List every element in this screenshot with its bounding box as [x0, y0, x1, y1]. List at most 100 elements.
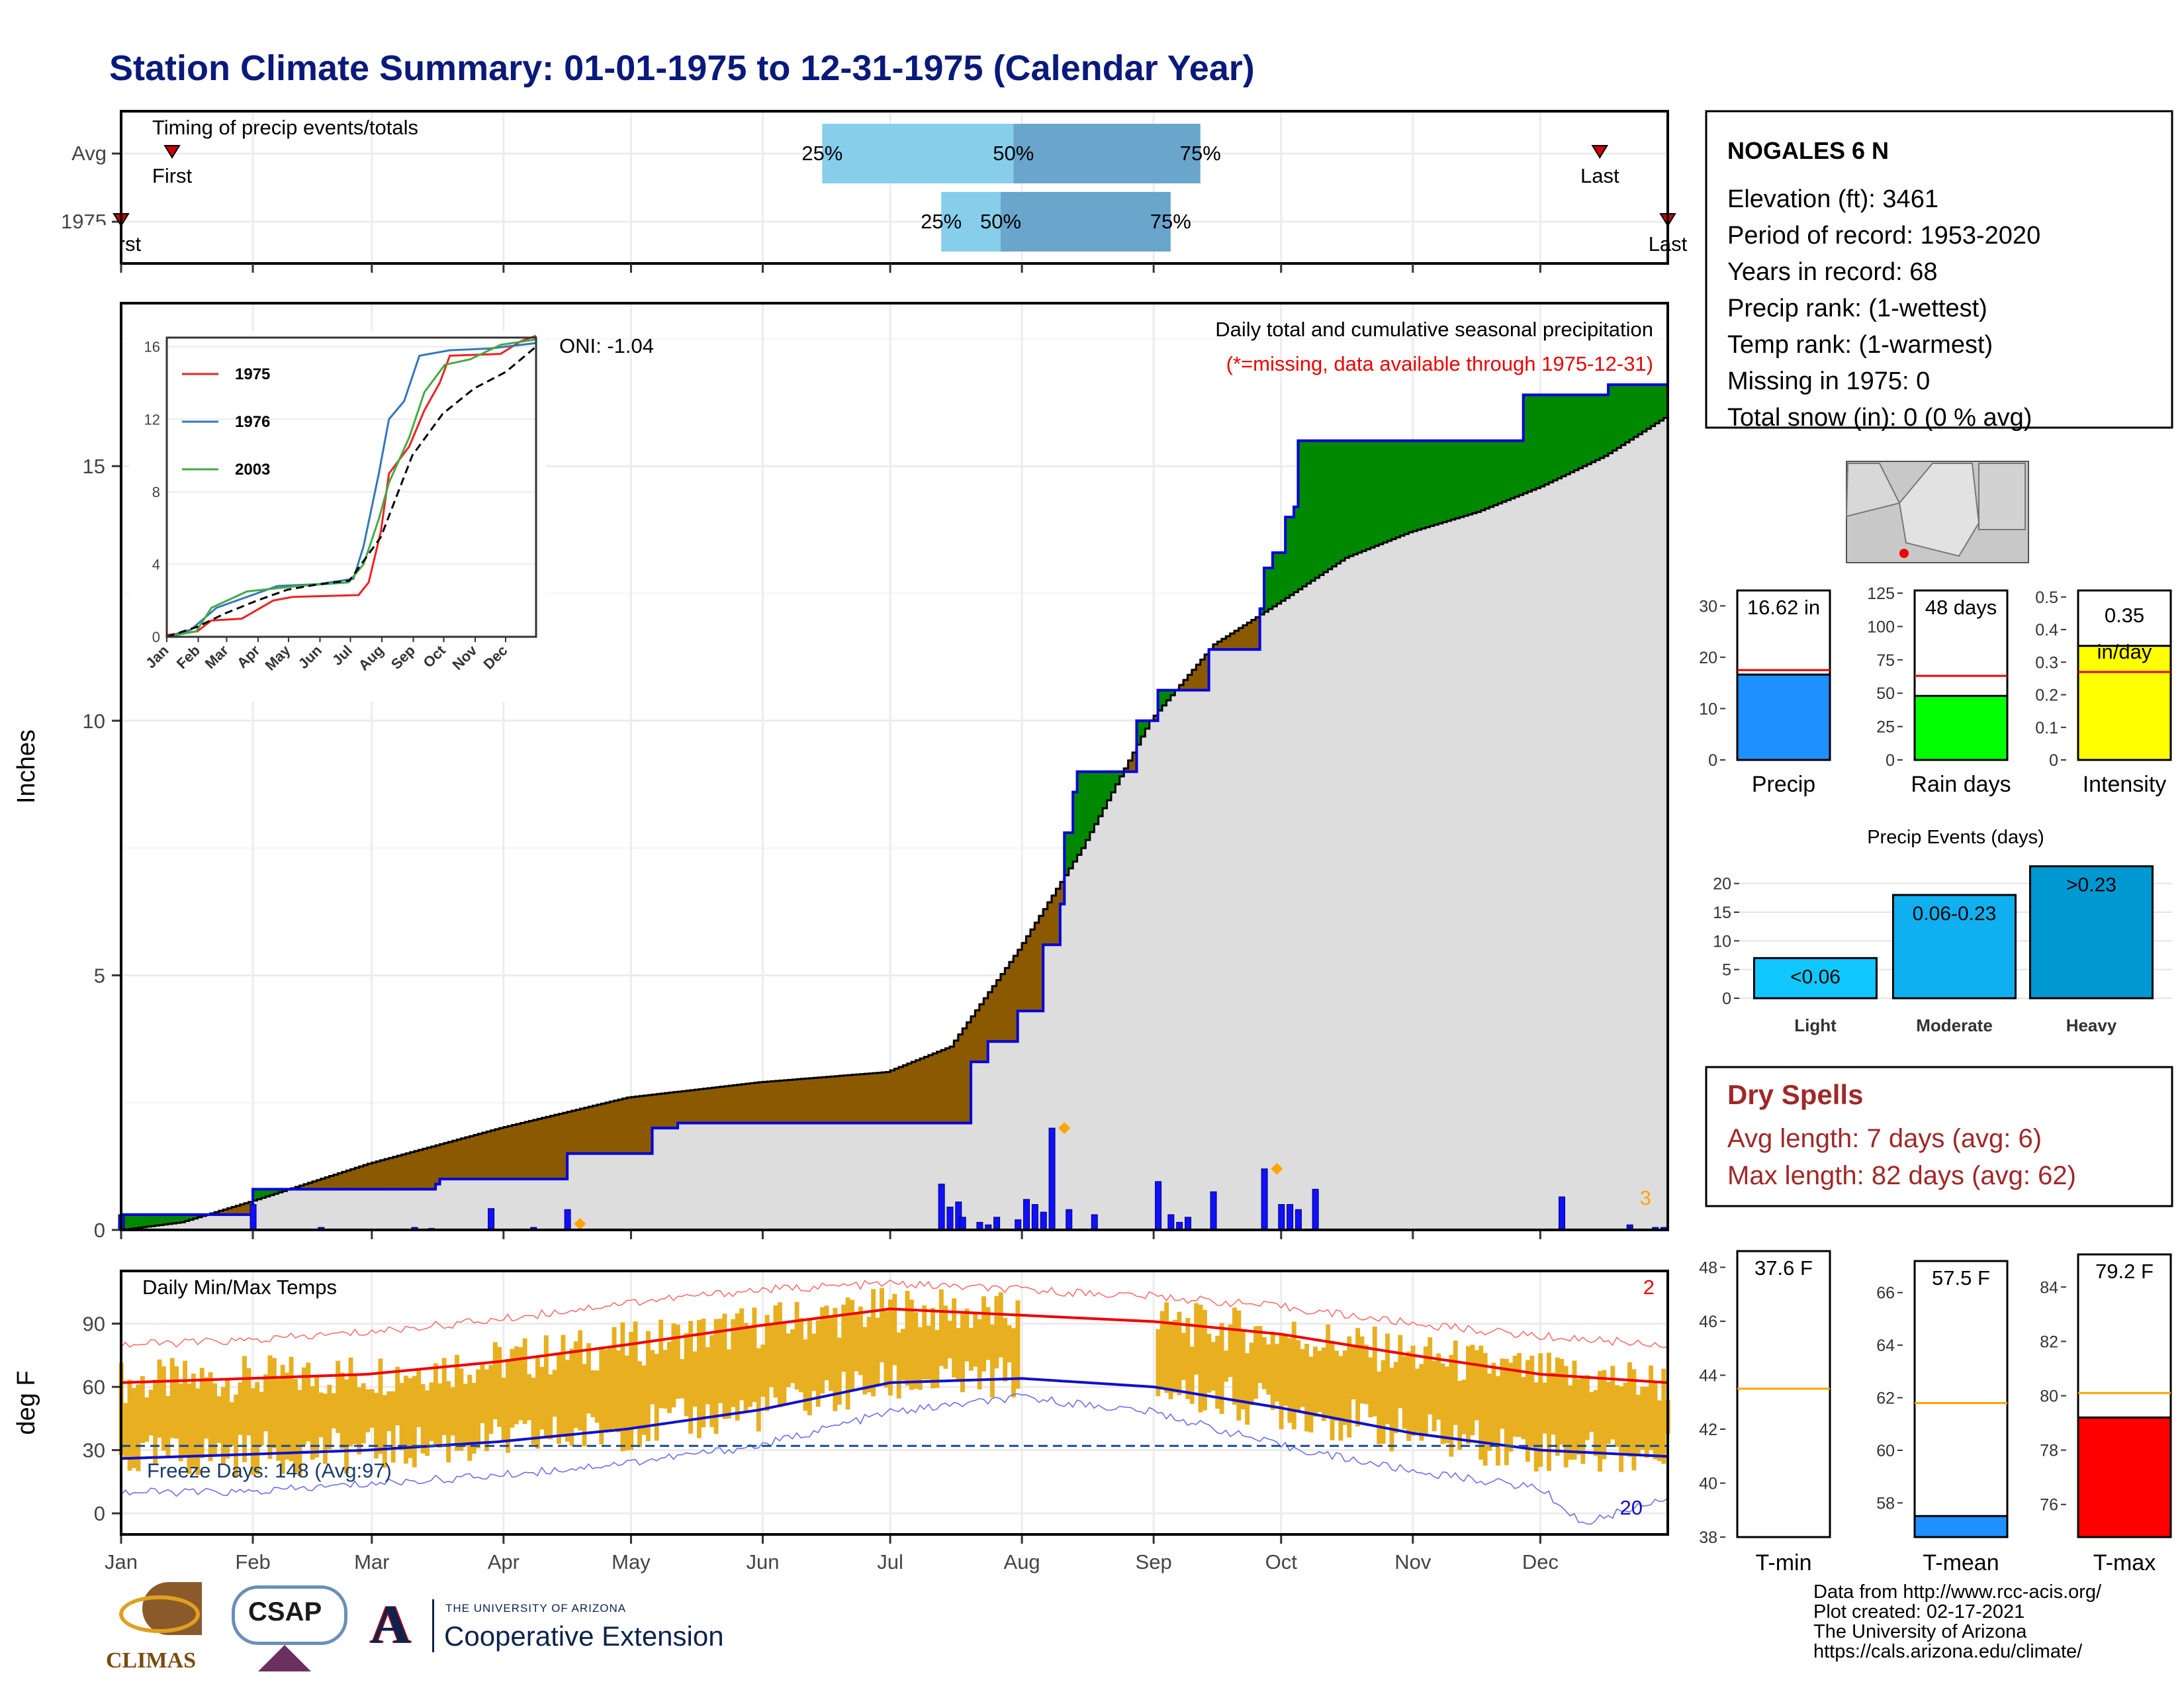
station-info-line: Missing in 1975: 0 — [1727, 367, 1930, 395]
daily-temp-bar — [127, 1380, 132, 1471]
daily-temp-bar — [255, 1382, 260, 1474]
timing-quartile-label: 25% — [921, 210, 962, 233]
surplus-segment — [1621, 385, 1626, 445]
deficit-segment — [941, 1050, 946, 1123]
deficit-segment — [550, 1115, 555, 1180]
daily-temp-bar — [557, 1354, 561, 1444]
month-label: Nov — [1394, 1550, 1432, 1573]
precip-events-ytick-label: 0 — [1722, 990, 1731, 1008]
daily-temp-bar — [680, 1359, 685, 1399]
daily-temp-bar — [599, 1348, 604, 1444]
timing-bar-q25-q50 — [941, 192, 1001, 252]
summary-temp-ytick-label: 60 — [1876, 1442, 1895, 1460]
deficit-segment — [380, 1160, 385, 1190]
daily-temp-bar — [1521, 1377, 1526, 1440]
deficit-segment — [597, 1104, 602, 1154]
summary-temp-ytick-label: 38 — [1699, 1528, 1717, 1547]
daily-temp-bar — [527, 1374, 532, 1421]
deficit-segment — [567, 1111, 572, 1154]
surplus-segment — [1468, 440, 1473, 515]
daily-temp-bar — [841, 1304, 846, 1372]
deficit-segment — [231, 1207, 236, 1215]
deficit-segment — [860, 1074, 866, 1123]
daily-temp-bar — [271, 1358, 277, 1448]
daily-temp-bar — [799, 1318, 803, 1393]
summary-precip-ytick-label: 10 — [1699, 700, 1717, 718]
daily-temp-bar — [603, 1349, 608, 1433]
daily-temp-bar — [675, 1325, 680, 1399]
surplus-segment — [1145, 720, 1150, 729]
daily-temp-bar — [518, 1347, 523, 1421]
deficit-segment — [316, 1180, 322, 1190]
daily-precip-bar — [1040, 1211, 1047, 1231]
daily-temp-bar — [476, 1369, 481, 1449]
deficit-segment — [499, 1128, 504, 1180]
daily-temp-bar — [336, 1360, 341, 1433]
daily-temp-bar — [169, 1358, 175, 1438]
daily-temp-bar — [348, 1357, 353, 1447]
credit-line: Data from http://www.rcc-acis.org/ — [1813, 1581, 2102, 1603]
daily-temp-bar — [395, 1366, 400, 1426]
daily-temp-bar — [459, 1368, 464, 1451]
daily-temp-bar — [1215, 1335, 1220, 1409]
inset-ytick-label: 12 — [144, 411, 160, 428]
daily-temp-bar — [1015, 1300, 1021, 1389]
deficit-segment — [494, 1129, 500, 1180]
daily-temp-bar — [250, 1388, 255, 1475]
summary-precip-bar — [1913, 694, 2009, 761]
surplus-segment — [1294, 506, 1299, 592]
surplus-segment — [1310, 440, 1316, 581]
deficit-segment — [945, 1048, 950, 1123]
daily-temp-bar — [1228, 1324, 1233, 1378]
deficit-segment — [924, 1056, 929, 1123]
daily-temp-bar — [365, 1389, 371, 1432]
daily-temp-bar — [938, 1289, 944, 1366]
timing-quartile-label: 75% — [1180, 142, 1221, 165]
main-chart-subtitle: (*=missing, data available through 1975-… — [1226, 352, 1653, 375]
daily-temp-bar — [1517, 1353, 1522, 1437]
daily-precip-bar — [1031, 1204, 1038, 1231]
daily-temp-bar — [1160, 1311, 1165, 1389]
deficit-segment — [983, 998, 989, 1062]
daily-temp-bar — [361, 1383, 366, 1444]
surplus-segment — [1510, 440, 1516, 498]
daily-precip-bar — [959, 1217, 966, 1231]
daily-temp-bar — [387, 1391, 392, 1432]
daily-temp-bar — [578, 1330, 583, 1431]
daily-temp-bar — [1504, 1358, 1509, 1466]
precip-events-bar — [1753, 957, 1878, 1000]
month-label: Dec — [1522, 1550, 1559, 1573]
surplus-segment — [1396, 440, 1401, 538]
daily-temp-bar — [1261, 1336, 1267, 1389]
daily-temp-bar — [739, 1308, 745, 1401]
daily-temp-bar — [956, 1328, 961, 1380]
deficit-segment — [678, 1092, 683, 1123]
deficit-segment — [554, 1115, 559, 1180]
deficit-segment — [308, 1182, 313, 1190]
surplus-segment — [1480, 440, 1486, 510]
daily-temp-bar — [318, 1392, 324, 1438]
summary-temp-ytick-label: 82 — [2040, 1333, 2058, 1351]
daily-temp-bar — [1347, 1336, 1352, 1438]
deficit-segment — [639, 1096, 645, 1154]
summary-precip-ytick-label: 30 — [1699, 597, 1717, 616]
daily-precip-bar — [1155, 1181, 1162, 1231]
daily-temp-bar — [981, 1296, 987, 1372]
inset-series-line — [166, 346, 537, 638]
daily-temp-bar — [692, 1351, 698, 1407]
daily-temp-bar — [263, 1374, 268, 1432]
daily-temp-bar — [1547, 1352, 1551, 1472]
deficit-segment — [796, 1079, 801, 1123]
daily-temp-bar — [1661, 1368, 1666, 1464]
daily-temp-bar — [191, 1374, 196, 1469]
summary-precip-ytick-label: 25 — [1876, 718, 1895, 737]
daily-temp-bar — [901, 1329, 906, 1381]
surplus-segment — [1306, 440, 1312, 584]
temp-ytick-label: 0 — [94, 1502, 105, 1525]
daily-temp-bar — [378, 1358, 383, 1454]
daily-temp-bar — [624, 1355, 629, 1451]
daily-temp-bar — [866, 1317, 872, 1393]
surplus-segment — [1077, 771, 1082, 855]
daily-temp-bar — [1470, 1344, 1475, 1436]
deficit-segment — [975, 1010, 980, 1062]
